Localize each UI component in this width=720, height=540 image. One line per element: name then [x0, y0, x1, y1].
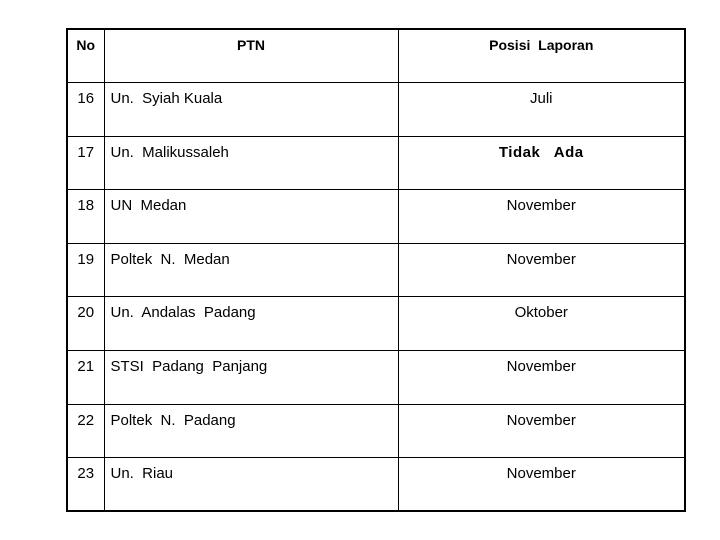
cell-no: 19	[66, 242, 105, 298]
table-row: 22 Poltek N. Padang November	[66, 403, 686, 459]
header-no: No	[66, 28, 105, 84]
header-ptn: PTN	[103, 28, 399, 84]
table-row: 21 STSI Padang Panjang November	[66, 350, 686, 405]
cell-no: 16	[66, 82, 105, 137]
cell-ptn: UN Medan	[103, 189, 399, 244]
table-row: 18 UN Medan November	[66, 189, 686, 244]
cell-ptn: Un. Malikussaleh	[103, 135, 399, 191]
cell-no: 22	[66, 403, 105, 459]
cell-posisi: Oktober	[397, 296, 686, 352]
cell-ptn: Un. Riau	[103, 457, 399, 512]
cell-posisi: Tidak Ada	[397, 135, 686, 191]
table-row: 20 Un. Andalas Padang Oktober	[66, 296, 686, 352]
cell-posisi: November	[397, 242, 686, 298]
cell-ptn: Poltek N. Padang	[103, 403, 399, 459]
table-row: 16 Un. Syiah Kuala Juli	[66, 82, 686, 137]
report-table: No PTN Posisi Laporan 16 Un. Syiah Kuala J…	[66, 28, 686, 513]
cell-no: 23	[66, 457, 105, 512]
cell-ptn: Un. Syiah Kuala	[103, 82, 399, 137]
cell-no: 17	[66, 135, 105, 191]
cell-no: 20	[66, 296, 105, 352]
cell-posisi: November	[397, 350, 686, 405]
cell-no: 21	[66, 350, 105, 405]
cell-ptn: Un. Andalas Padang	[103, 296, 399, 352]
header-posisi: Posisi Laporan	[397, 28, 686, 84]
cell-no: 18	[66, 189, 105, 244]
cell-posisi: November	[397, 457, 686, 512]
table-row: 19 Poltek N. Medan November	[66, 242, 686, 298]
cell-posisi: November	[397, 403, 686, 459]
table-row: 23 Un. Riau November	[66, 457, 686, 512]
table-row: 17 Un. Malikussaleh Tidak Ada	[66, 135, 686, 191]
cell-ptn: Poltek N. Medan	[103, 242, 399, 298]
cell-posisi: November	[397, 189, 686, 244]
cell-ptn: STSI Padang Panjang	[103, 350, 399, 405]
header-row: No PTN Posisi Laporan	[66, 28, 686, 84]
cell-posisi: Juli	[397, 82, 686, 137]
